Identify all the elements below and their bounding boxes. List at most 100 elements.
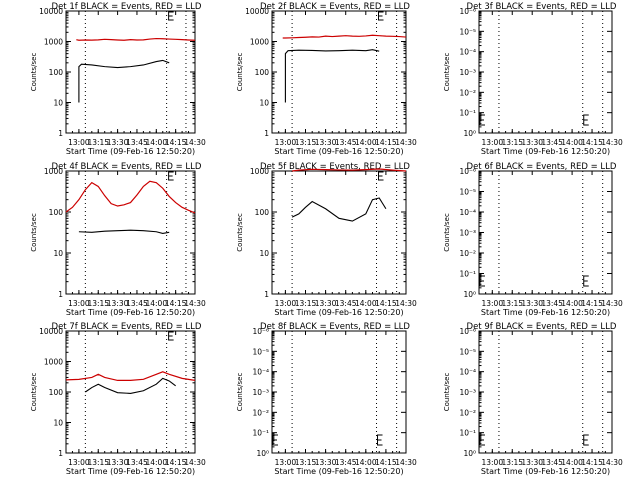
detector-glyph xyxy=(583,275,589,287)
panel-title: Det 2f BLACK = Events, RED = LLD xyxy=(260,2,410,12)
x-tick-label: 14:15 xyxy=(581,299,603,308)
x-tick-label: 13:45 xyxy=(541,299,563,308)
y-tick-label: 10⁻² xyxy=(459,249,476,258)
y-tick-label: 1 xyxy=(264,129,269,138)
x-tick-label: 13:30 xyxy=(521,138,543,147)
y-tick-label: 10⁻⁶ xyxy=(459,327,476,336)
x-tick-label: 14:15 xyxy=(375,299,397,308)
panel-8: Det 8f BLACK = Events, RED = LLD13:0013:… xyxy=(236,322,417,476)
y-tick-label: 10⁻¹ xyxy=(459,429,476,438)
x-tick-label: 14:30 xyxy=(601,299,623,308)
y-tick-label: 10⁻¹ xyxy=(459,270,476,279)
x-tick-label: 13:00 xyxy=(275,138,297,147)
x-tick-label: 14:15 xyxy=(375,138,397,147)
y-tick-label: 10⁰ xyxy=(463,449,476,458)
x-tick-label: 14:00 xyxy=(145,299,167,308)
x-tick-label: 14:30 xyxy=(601,458,623,467)
detector-glyph xyxy=(377,434,383,446)
y-tick-label: 10⁻⁶ xyxy=(252,327,269,336)
y-tick-label: 1000 xyxy=(250,167,269,176)
series-line-events xyxy=(85,377,176,394)
y-tick-label: 10⁻³ xyxy=(252,388,269,397)
detector-glyph xyxy=(168,171,174,181)
x-tick-label: 13:45 xyxy=(335,138,357,147)
x-tick-label: 14:00 xyxy=(561,138,583,147)
x-tick-label: 13:15 xyxy=(501,458,523,467)
y-tick-label: 10⁻¹ xyxy=(459,109,476,118)
x-tick-label: 13:45 xyxy=(126,458,148,467)
x-axis-label: Start Time (09-Feb-16 12:50:20) xyxy=(481,467,610,476)
x-axis-label: Start Time (09-Feb-16 12:50:20) xyxy=(274,467,403,476)
x-tick-label: 13:30 xyxy=(315,299,337,308)
y-tick-label: 10⁰ xyxy=(256,449,269,458)
x-tick-label: 14:30 xyxy=(395,458,417,467)
x-tick-label: 13:30 xyxy=(107,138,129,147)
y-tick-label: 10⁻⁵ xyxy=(252,347,269,356)
x-tick-label: 14:00 xyxy=(145,458,167,467)
y-axis-label: Counts/sec xyxy=(443,373,451,412)
x-tick-label: 13:15 xyxy=(87,458,109,467)
x-tick-label: 13:15 xyxy=(501,299,523,308)
y-axis-label: Counts/sec xyxy=(236,373,244,412)
y-tick-label: 1 xyxy=(58,129,63,138)
x-tick-label: 14:15 xyxy=(165,458,187,467)
panel-title: Det 6f BLACK = Events, RED = LLD xyxy=(467,162,617,172)
detector-glyph xyxy=(378,171,384,181)
y-tick-label: 10000 xyxy=(39,7,63,16)
x-tick-label: 13:00 xyxy=(68,299,90,308)
detector-glyph xyxy=(479,114,485,126)
detector-glyph xyxy=(479,434,485,446)
x-tick-label: 14:30 xyxy=(395,299,417,308)
y-tick-label: 10000 xyxy=(39,327,63,336)
y-axis-label: Counts/sec xyxy=(30,53,38,92)
x-tick-label: 14:15 xyxy=(581,138,603,147)
detector-glyph xyxy=(168,331,174,341)
y-tick-label: 10⁻⁴ xyxy=(459,48,476,57)
x-tick-label: 14:30 xyxy=(184,138,206,147)
y-tick-label: 10 xyxy=(53,99,63,108)
x-axis-label: Start Time (09-Feb-16 12:50:20) xyxy=(66,147,195,156)
panel-4: Det 4f BLACK = Events, RED = LLD13:0013:… xyxy=(30,162,206,317)
series-line-events xyxy=(284,49,380,103)
y-tick-label: 100 xyxy=(49,208,64,217)
series-line-events xyxy=(291,197,387,222)
panel-2: Det 2f BLACK = Events, RED = LLD 13:00 13:… xyxy=(236,2,417,156)
x-tick-label: 14:30 xyxy=(184,458,206,467)
y-tick-label: 10 xyxy=(259,249,269,258)
panel-title: Det 7f BLACK = Events, RED = LLD xyxy=(52,322,202,332)
x-tick-label: 13:00 xyxy=(481,299,503,308)
x-axis-label: Start Time (09-Feb-16 12:50:20) xyxy=(274,147,403,156)
x-tick-label: 13:00 xyxy=(68,458,90,467)
x-axis-label: Start Time (09-Feb-16 12:50:20) xyxy=(274,308,403,317)
y-tick-label: 10⁻³ xyxy=(459,68,476,77)
panel-title: Det 9f BLACK = Events, RED = LLD xyxy=(467,322,617,332)
x-tick-label: 14:00 xyxy=(355,299,377,308)
y-tick-label: 10⁻⁶ xyxy=(459,167,476,176)
panel-7: Det 7f BLACK = Events, RED = LLD13:0013:… xyxy=(30,322,206,476)
x-tick-label: 14:15 xyxy=(375,458,397,467)
y-tick-label: 1000 xyxy=(44,167,63,176)
x-tick-label: 13:45 xyxy=(541,458,563,467)
series-line-events xyxy=(78,229,170,235)
panel-1: Det 1f BLACK = Events, RED = LLD13:0013:… xyxy=(30,2,206,156)
detector-glyph xyxy=(583,114,589,126)
x-tick-label: 13:45 xyxy=(541,138,563,147)
x-tick-label: 13:00 xyxy=(481,458,503,467)
y-tick-label: 10⁻⁴ xyxy=(252,368,269,377)
y-axis-label: Counts/sec xyxy=(30,213,38,252)
series-line-lld xyxy=(282,34,407,39)
x-tick-label: 13:30 xyxy=(107,458,129,467)
x-tick-label: 14:15 xyxy=(165,138,187,147)
x-axis-label: Start Time (09-Feb-16 12:50:20) xyxy=(481,147,610,156)
x-tick-label: 13:30 xyxy=(315,138,337,147)
y-tick-label: 10⁻⁵ xyxy=(459,27,476,36)
y-axis-label: Counts/sec xyxy=(30,373,38,412)
y-tick-label: 1000 xyxy=(44,358,63,367)
detector-glyph xyxy=(168,11,174,21)
x-axis-label: Start Time (09-Feb-16 12:50:20) xyxy=(66,467,195,476)
x-tick-label: 13:30 xyxy=(521,299,543,308)
y-tick-label: 100 xyxy=(255,208,270,217)
y-tick-label: 1 xyxy=(264,290,269,299)
detector-glyph xyxy=(378,11,384,21)
y-axis-label: Counts/sec xyxy=(443,53,451,92)
